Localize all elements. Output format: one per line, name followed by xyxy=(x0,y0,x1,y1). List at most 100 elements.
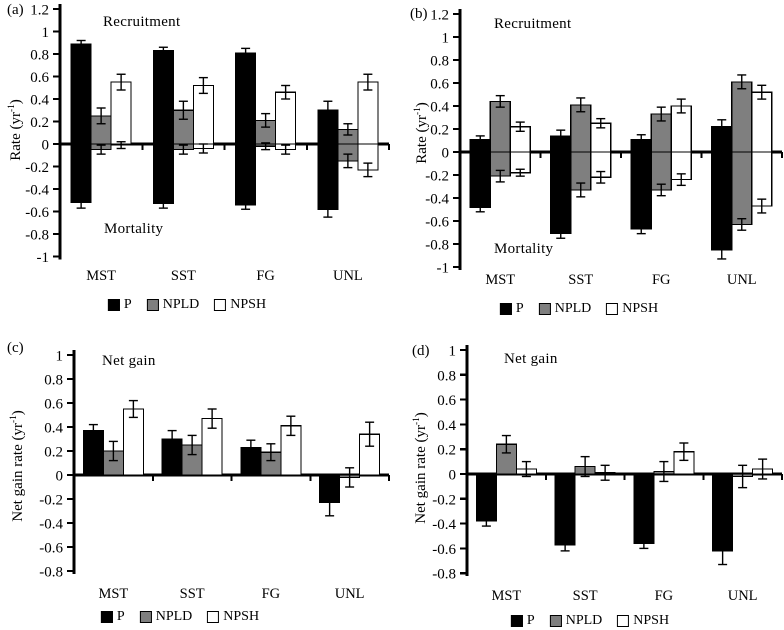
panel-letter: (a) xyxy=(7,2,24,18)
category-label-unl: UNL xyxy=(726,272,757,288)
legend-label-p: P xyxy=(123,297,132,312)
net-gain-label: Net gain xyxy=(504,351,558,367)
y-tick-label: -0.6 xyxy=(425,215,449,231)
bar-npsh xyxy=(751,151,773,207)
y-tick-label: 0.2 xyxy=(44,445,63,461)
bar-p xyxy=(630,151,652,230)
category-label-mst: MST xyxy=(485,272,516,288)
y-tick-label: -0.2 xyxy=(25,160,49,176)
y-axis-title: Net gain rate (yr-1) xyxy=(9,410,27,521)
category-label-sst: SST xyxy=(568,272,594,288)
legend-swatch-p xyxy=(499,303,512,315)
y-axis-title-close: ) xyxy=(8,99,24,105)
y-tick-label: 0.4 xyxy=(430,100,449,116)
bar-p xyxy=(554,473,576,546)
y-tick-label: 1 xyxy=(42,25,50,41)
bar-npld xyxy=(731,151,753,226)
y-tick-label: -0.4 xyxy=(432,517,456,533)
y-tick-label: 0.2 xyxy=(30,115,49,131)
legend-swatch-p xyxy=(510,615,523,627)
legend-swatch-npld xyxy=(538,303,551,315)
panel-d-chart: 1 0.8 0.6 0.4 0.2 0 -0.2 -0.4 -0.6 -0.8 xyxy=(432,344,783,583)
y-tick-label: -0.8 xyxy=(39,565,63,581)
panel-d: 1 0.8 0.6 0.4 0.2 0 -0.2 -0.4 -0.6 -0.8 (d) Net g… xyxy=(392,330,784,630)
legend-swatch-npld xyxy=(146,299,159,311)
y-tick-label: 0.2 xyxy=(437,443,456,459)
y-axis-title-superscript: -1 xyxy=(412,417,422,426)
category-label-mst: MST xyxy=(98,586,129,602)
y-tick-label: 1 xyxy=(56,349,64,365)
category-label-sst: SST xyxy=(572,588,598,604)
legend-swatch-npsh xyxy=(207,611,220,623)
legend-item-npsh: NPSH xyxy=(606,301,658,317)
mortality-label: Mortality xyxy=(494,241,554,257)
y-tick-label: 0.8 xyxy=(437,368,456,384)
category-label-mst: MST xyxy=(86,268,117,284)
y-tick-label: -1 xyxy=(437,261,450,277)
legend-label-npld: NPLD xyxy=(565,613,603,628)
legend-label-npld: NPLD xyxy=(554,301,592,316)
bar-p xyxy=(235,143,257,206)
legend-item-npsh: NPSH xyxy=(214,297,266,313)
bar-npld xyxy=(731,81,753,153)
y-axis-title-superscript: -1 xyxy=(9,415,19,424)
bar-npsh xyxy=(192,84,214,145)
bar-npsh xyxy=(751,91,773,153)
y-tick-label: 0 xyxy=(449,468,457,484)
bar-npsh xyxy=(357,81,379,145)
y-tick-label: -0.6 xyxy=(25,205,49,221)
y-tick-label: -1 xyxy=(37,250,50,266)
legend-label-npld: NPLD xyxy=(162,297,200,312)
legend: P NPLD NPSH xyxy=(107,297,266,313)
panel-letter: (b) xyxy=(410,6,428,22)
category-label-fg: FG xyxy=(651,272,671,288)
y-axis-title-text: Rate (yr xyxy=(414,115,430,164)
legend-swatch-npsh xyxy=(214,299,227,311)
category-label-mst: MST xyxy=(491,588,522,604)
bar-p xyxy=(633,473,655,545)
panel-c-chart: 1 0.8 0.6 0.4 0.2 0 -0.2 -0.4 -0.6 -0.8 xyxy=(39,349,390,581)
category-label-unl: UNL xyxy=(332,268,363,284)
y-tick-label: -0.4 xyxy=(39,517,63,533)
category-label-unl: UNL xyxy=(727,588,758,604)
legend-label-npld: NPLD xyxy=(155,609,193,624)
bar-npsh xyxy=(110,81,132,145)
y-tick-label: 0.2 xyxy=(430,123,449,139)
bar-npld xyxy=(489,100,511,153)
y-axis-title-text: Net gain rate (yr xyxy=(10,423,26,522)
panel-a-chart: 1.2 1 0.8 0.6 0.4 0.2 0 -0.2 -0.4 -0.6 -0.8 -1 xyxy=(25,3,390,266)
bar-p xyxy=(469,151,491,208)
bar-p xyxy=(70,143,92,204)
y-tick-label: 0 xyxy=(42,138,50,154)
legend-item-npld: NPLD xyxy=(549,613,603,629)
category-label-fg: FG xyxy=(256,268,275,284)
bar-p xyxy=(152,50,174,145)
legend-item-npld: NPLD xyxy=(139,609,193,625)
y-tick-label: -0.6 xyxy=(39,541,63,557)
category-label-fg: FG xyxy=(261,586,281,602)
legend-item-npsh: NPSH xyxy=(617,613,669,629)
bar-p xyxy=(70,43,92,145)
legend-label-p: P xyxy=(526,613,535,628)
y-axis-title-close: ) xyxy=(414,102,430,108)
legend-swatch-p xyxy=(100,611,113,623)
legend-item-p: P xyxy=(510,613,535,629)
category-label-fg: FG xyxy=(654,588,674,604)
legend-swatch-npsh xyxy=(617,615,630,627)
bar-p xyxy=(152,143,174,205)
legend-item-p: P xyxy=(100,609,125,625)
legend-label-p: P xyxy=(116,609,125,624)
bar-p xyxy=(550,151,572,235)
category-label-sst: SST xyxy=(170,268,196,284)
recruitment-label: Recruitment xyxy=(103,14,181,30)
y-tick-label: -0.2 xyxy=(425,169,449,185)
legend-swatch-npsh xyxy=(606,303,619,315)
legend-label-npsh: NPSH xyxy=(230,297,267,312)
y-tick-label: -0.4 xyxy=(25,183,49,199)
recruitment-label: Recruitment xyxy=(494,16,572,32)
panel-letter: (c) xyxy=(7,340,24,356)
y-axis-title: Rate (yr-1) xyxy=(7,99,25,160)
y-tick-label: 0.8 xyxy=(30,48,49,64)
panel-a: 1.2 1 0.8 0.6 0.4 0.2 0 -0.2 -0.4 -0.6 -0.8 -1 (a) … xyxy=(0,0,392,330)
y-tick-label: 0.6 xyxy=(30,70,49,86)
